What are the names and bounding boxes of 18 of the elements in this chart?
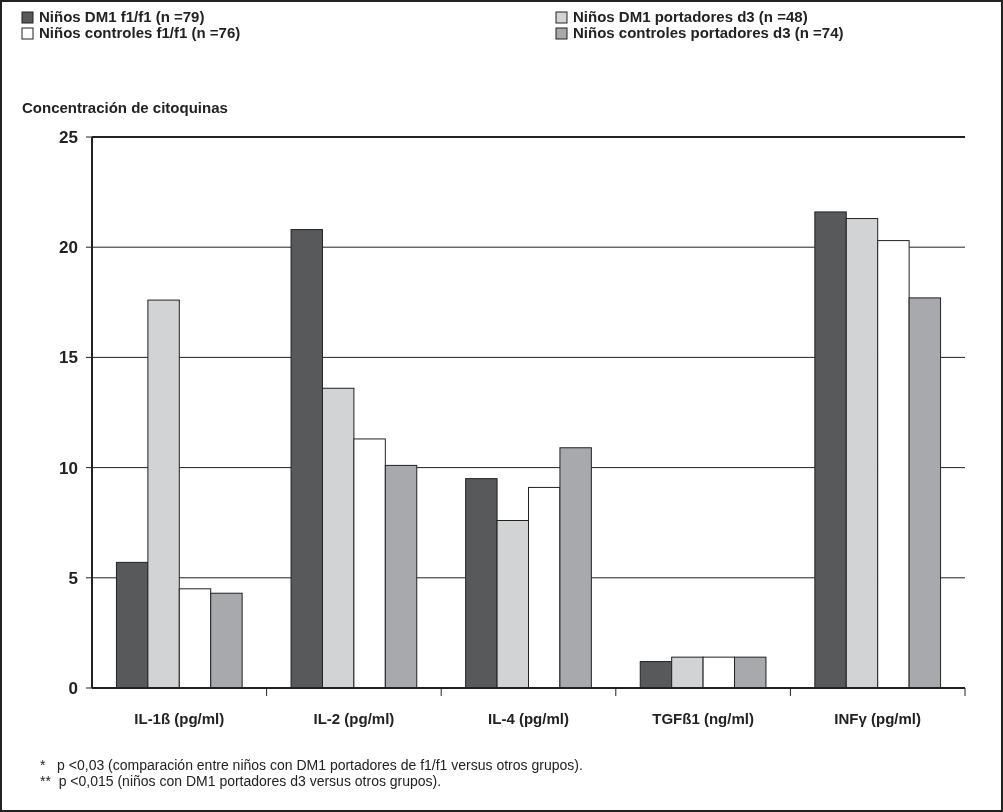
y-tick-label: 10 (59, 458, 78, 478)
text: * p <0,03 (comparación entre niños con DM1 portadores de f1/f1 versus otros grupos). (40, 757, 583, 773)
legend-label: Niños controles f1/f1 (n =76) (39, 24, 241, 41)
x-tick-label: TGFß1 (ng/ml) (652, 710, 754, 727)
y-tick-label: 15 (59, 348, 78, 368)
x-tick-label: IL-4 (pg/ml) (488, 710, 569, 727)
y-tick-label: 20 (59, 238, 78, 258)
y-tick-label: 25 (59, 127, 78, 147)
y-tick-label: 0 (68, 678, 78, 698)
x-tick-label: INFγ (pg/ml) (834, 710, 922, 727)
legend-label: Niños controles portadores d3 (n =74) (573, 24, 844, 41)
y-tick-label: 5 (68, 568, 78, 588)
text: ** p <0,015 (niños con DM1 portadores d3 versus otros grupos). (40, 773, 442, 789)
legend-label: Niños DM1 f1/f1 (n =79) (39, 8, 205, 25)
y-axis-title: Concentración de citoquinas (22, 99, 228, 116)
x-tick-label: IL-1ß (pg/ml) (134, 710, 225, 727)
x-tick-label: IL-2 (pg/ml) (313, 710, 395, 727)
legend-label: Niños DM1 portadores d3 (n =48) (573, 8, 808, 25)
